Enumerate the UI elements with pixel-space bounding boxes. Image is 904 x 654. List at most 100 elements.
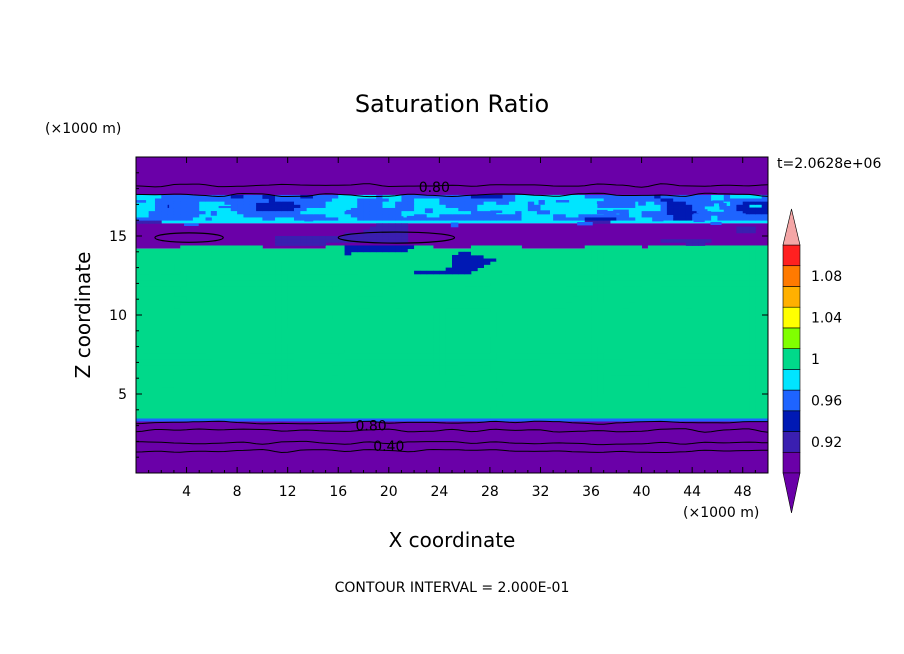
field-cell	[723, 381, 731, 385]
field-cell	[426, 213, 434, 218]
field-cell	[717, 308, 725, 313]
field-cell	[256, 346, 263, 351]
field-cell	[161, 302, 168, 306]
field-cell	[376, 384, 383, 389]
field-cell	[388, 226, 396, 231]
field-cell	[717, 362, 725, 366]
field-cell	[610, 194, 617, 199]
field-cell	[679, 296, 687, 300]
field-cell	[395, 330, 402, 335]
field-cell	[256, 245, 263, 250]
field-cell	[230, 251, 238, 256]
field-cell	[369, 343, 377, 347]
field-cell	[306, 273, 314, 278]
field-cell	[262, 280, 270, 284]
field-cell	[256, 207, 263, 212]
field-cell	[666, 337, 674, 341]
field-cell	[578, 412, 586, 417]
field-cell	[628, 375, 636, 379]
field-cell	[749, 324, 756, 329]
field-cell	[445, 315, 453, 319]
field-cell	[559, 207, 567, 212]
field-cell	[433, 324, 440, 329]
field-cell	[331, 267, 339, 272]
field-cell	[723, 273, 731, 278]
field-cell	[502, 384, 510, 389]
field-cell	[692, 390, 699, 395]
colorbar-swatch	[782, 286, 801, 308]
field-cell	[553, 330, 560, 335]
field-cell	[534, 198, 541, 202]
field-cell	[749, 397, 756, 401]
field-cell	[572, 308, 579, 313]
field-cell	[521, 321, 529, 325]
field-cell	[275, 378, 282, 382]
field-cell	[376, 397, 383, 401]
field-cell	[679, 394, 687, 398]
field-cell	[654, 289, 661, 294]
field-cell	[761, 349, 768, 354]
field-cell	[540, 403, 548, 408]
field-cell	[591, 409, 598, 414]
field-cell	[717, 299, 725, 303]
field-cell	[559, 337, 567, 341]
field-cell	[679, 239, 687, 243]
field-cell	[742, 277, 750, 281]
field-cell	[306, 207, 314, 212]
field-cell	[572, 315, 579, 319]
field-cell	[464, 397, 472, 401]
field-cell	[622, 201, 630, 205]
field-cell	[205, 315, 213, 319]
x-tick-label: 32	[532, 484, 550, 500]
field-cell	[610, 251, 617, 256]
field-cell	[306, 204, 314, 208]
field-cell	[698, 254, 706, 259]
field-cell	[180, 406, 187, 411]
field-cell	[755, 362, 763, 366]
field-cell	[388, 210, 396, 215]
field-cell	[249, 299, 257, 303]
field-cell	[730, 210, 737, 215]
field-cell	[711, 400, 718, 404]
field-cell	[142, 412, 150, 417]
field-cell	[591, 254, 598, 259]
field-cell	[338, 349, 345, 354]
field-cell	[414, 311, 421, 316]
field-cell	[275, 318, 282, 322]
field-cell	[180, 359, 187, 363]
field-cell	[445, 365, 453, 370]
field-cell	[679, 315, 687, 319]
field-cell	[376, 368, 383, 373]
field-cell	[331, 245, 339, 250]
field-cell	[458, 204, 466, 208]
field-cell	[243, 207, 251, 212]
field-cell	[218, 198, 225, 202]
field-cell	[218, 292, 225, 297]
field-cell	[224, 245, 232, 250]
field-cell	[382, 390, 390, 395]
field-cell	[692, 409, 699, 414]
field-cell	[635, 258, 642, 262]
field-cell	[363, 356, 371, 360]
field-cell	[338, 403, 345, 408]
field-cell	[755, 273, 763, 278]
field-cell	[692, 384, 699, 389]
field-cell	[445, 207, 453, 212]
field-cell	[591, 258, 598, 262]
field-cell	[749, 330, 756, 335]
field-cell	[180, 346, 187, 351]
field-cell	[572, 198, 579, 202]
field-cell	[458, 337, 466, 341]
field-cell	[704, 416, 712, 420]
field-cell	[426, 375, 434, 379]
field-cell	[464, 270, 472, 275]
field-cell	[584, 384, 592, 389]
field-cell	[224, 270, 232, 275]
field-cell	[382, 245, 390, 250]
field-cell	[331, 283, 339, 287]
field-cell	[388, 248, 396, 253]
field-cell	[199, 254, 206, 259]
field-cell	[395, 394, 402, 398]
field-cell	[136, 321, 143, 325]
field-cell	[192, 365, 200, 370]
